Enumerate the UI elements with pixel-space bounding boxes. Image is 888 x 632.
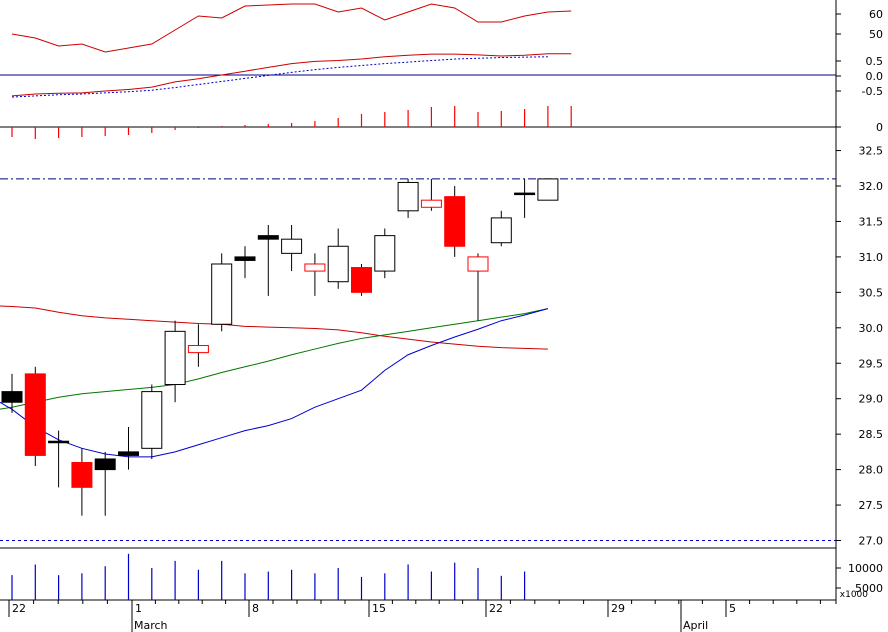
candlestick <box>327 228 349 289</box>
x-day-label: 8 <box>252 602 259 615</box>
y-tick-label: 27.0 <box>859 535 884 548</box>
moving-average-mid <box>0 308 549 410</box>
candlestick <box>164 320 186 403</box>
candlestick <box>234 246 256 279</box>
oscillator-top-panel <box>11 3 572 53</box>
candle-body <box>537 178 559 201</box>
candle-body <box>211 263 233 325</box>
y-tick-label: 30.0 <box>859 322 884 335</box>
x-month-label: April <box>683 619 708 632</box>
x-day-label: 22 <box>12 602 26 615</box>
y-tick-label: 50 <box>869 28 883 41</box>
y-tick-label: 60 <box>869 8 883 21</box>
y-tick-label: 27.5 <box>859 499 884 512</box>
oscillator-mid-panel <box>0 53 836 98</box>
candle-body <box>48 440 70 444</box>
volume-panel <box>11 553 526 600</box>
candle-body <box>490 217 512 244</box>
candle-body <box>1 391 23 403</box>
candle-body <box>94 458 116 471</box>
candlestick <box>514 178 536 218</box>
candle-body <box>514 192 536 196</box>
x-day-label: 22 <box>489 602 503 615</box>
y-tick-label: 0.5 <box>866 55 884 68</box>
candlestick <box>351 263 372 296</box>
candlestick <box>71 448 93 516</box>
candle-body <box>281 238 303 254</box>
oscillator-top-line <box>11 3 572 53</box>
histogram-panel <box>0 106 836 139</box>
candlestick <box>257 224 279 296</box>
candlestick <box>48 430 70 488</box>
macd-line <box>11 53 572 97</box>
candle-body <box>141 391 163 449</box>
y-tick-label: 0 <box>876 121 883 134</box>
candlestick <box>304 253 326 296</box>
candle-body <box>71 462 93 488</box>
signal-line <box>11 56 548 98</box>
candle-body <box>234 256 256 261</box>
candlestick <box>1 373 23 413</box>
y-tick-label: 0.0 <box>866 70 884 83</box>
candlestick <box>397 178 419 218</box>
y-tick-label: 30.5 <box>859 286 884 299</box>
candlestick <box>467 253 489 321</box>
candle-body <box>397 181 419 212</box>
y-tick-label: 10000 <box>848 562 883 575</box>
candlestick <box>24 366 46 467</box>
candlestick <box>94 451 116 516</box>
x-month-label: March <box>134 619 168 632</box>
x-day-label: 5 <box>729 602 736 615</box>
x-day-label: 15 <box>372 602 386 615</box>
candlestick <box>187 324 209 367</box>
candlestick <box>444 186 466 257</box>
y-tick-label: 31.0 <box>859 251 884 264</box>
y-tick-label: 29.0 <box>859 393 884 406</box>
y-tick-label: 5000 <box>855 582 883 595</box>
candle-body <box>187 345 209 354</box>
candlestick <box>211 253 233 332</box>
candle-body <box>304 263 326 272</box>
candle-body <box>118 451 139 456</box>
gridlines-layer <box>0 547 836 601</box>
candle-body <box>444 196 466 247</box>
y-tick-label: 28.0 <box>859 464 884 477</box>
x-day-label: 1 <box>135 602 142 615</box>
y-tick-label: 29.5 <box>859 357 884 370</box>
y-tick-label: 28.5 <box>859 428 884 441</box>
x-day-label: 29 <box>611 602 625 615</box>
price-panel <box>0 178 836 541</box>
y-axis: 60 50 0.5 0.0 -0.5 0 27.0 27.5 28.0 28.5 29.0 29.5 3… <box>835 0 884 604</box>
candle-body <box>257 235 279 240</box>
candle-body <box>467 256 489 272</box>
candle-body <box>374 235 396 272</box>
candlestick <box>118 427 139 470</box>
candle-body <box>420 199 442 208</box>
candle-body <box>164 330 186 386</box>
candlestick <box>537 178 559 201</box>
y-tick-label: 32.0 <box>859 180 884 193</box>
candlestick <box>490 210 512 247</box>
candlestick <box>420 178 442 211</box>
y-tick-label: 31.5 <box>859 215 884 228</box>
moving-average-short <box>0 308 549 458</box>
y-tick-label: 32.5 <box>859 145 884 158</box>
moving-average-long <box>0 305 548 350</box>
x-axis: 22 1 8 15 22 29 5 March April <box>8 600 821 632</box>
candlestick <box>281 224 303 272</box>
candle-body <box>24 373 46 456</box>
volume-unit-label: x1000 <box>840 590 869 600</box>
y-tick-label: -0.5 <box>862 85 883 98</box>
candle-body <box>327 245 349 283</box>
candlestick <box>141 384 163 459</box>
candle-body <box>351 267 372 293</box>
candlestick <box>374 228 396 279</box>
